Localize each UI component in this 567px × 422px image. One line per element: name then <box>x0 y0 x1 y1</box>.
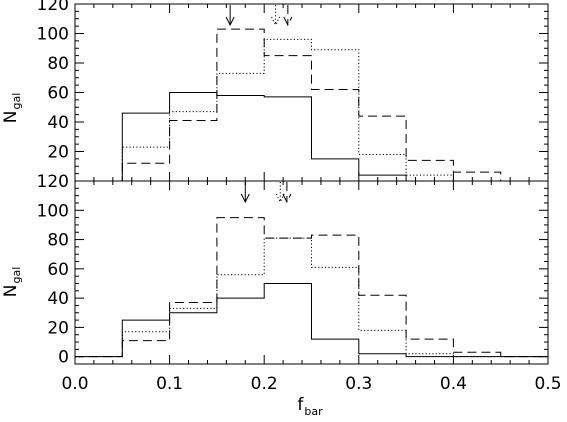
bottom-axes-frame <box>74 180 549 365</box>
y-tick-label: 80 <box>47 231 69 251</box>
x-tick-label: 0.0 <box>61 374 88 394</box>
y-tick-label: 120 <box>37 172 69 192</box>
mean-arrow-head-dashed <box>282 193 292 204</box>
mean-arrow-head-dashed <box>283 16 293 27</box>
bottom-panel: 0 20 40 60 80 100 120 0.0 0.1 0.2 0.3 0.4 0.5 <box>37 172 562 394</box>
xlabel: fbar <box>297 395 323 418</box>
y-tick-label: 40 <box>47 289 69 309</box>
y-tick-label: 120 <box>37 0 69 15</box>
y-tick-label: 20 <box>47 143 69 163</box>
mean-arrow-head-solid <box>225 16 235 27</box>
histogram-series-dashed <box>75 28 548 182</box>
top-panel: 20 40 60 80 100 120 <box>37 0 549 182</box>
top-ylabel: Ngal <box>1 93 23 124</box>
mean-arrow-head-dotted <box>271 16 280 27</box>
y-tick-label: 100 <box>37 201 69 221</box>
histogram-series-solid <box>75 92 548 182</box>
mean-arrow-head-solid <box>240 193 250 204</box>
y-tick-label: 60 <box>47 84 69 104</box>
y-tick-label: 0 <box>58 348 69 368</box>
x-tick-label: 0.3 <box>345 374 372 394</box>
y-tick-label: 40 <box>47 113 69 133</box>
y-tick-label: 80 <box>47 54 69 74</box>
y-tick-label: 100 <box>37 25 69 45</box>
histogram-series-dotted <box>75 38 548 182</box>
x-tick-label: 0.5 <box>534 374 561 394</box>
x-tick-label: 0.4 <box>440 374 467 394</box>
histogram-series-solid <box>75 282 548 358</box>
x-tick-label: 0.2 <box>251 374 278 394</box>
histogram-series-dashed <box>75 217 548 358</box>
bottom-ylabel: Ngal <box>1 267 23 298</box>
y-tick-label: 60 <box>47 260 69 280</box>
x-tick-label: 0.1 <box>156 374 183 394</box>
y-tick-label: 20 <box>47 318 69 338</box>
